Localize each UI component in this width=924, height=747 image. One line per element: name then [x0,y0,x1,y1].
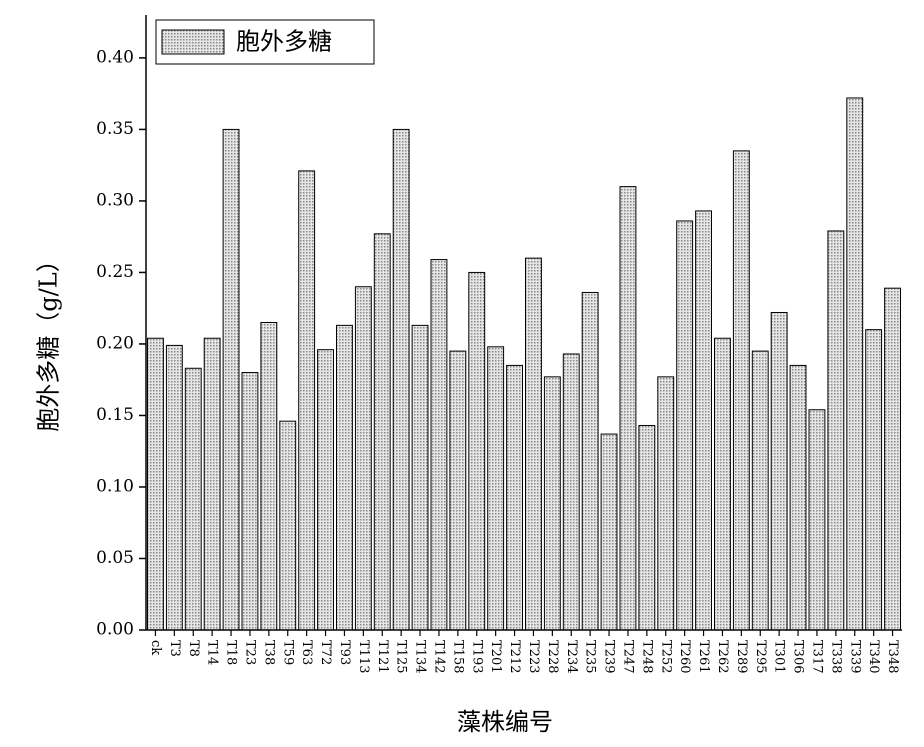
bar [148,338,164,630]
x-tick-label: T306 [791,640,806,673]
bar [261,323,277,631]
x-tick-label: T3 [167,640,182,657]
x-tick-label: T121 [375,640,390,673]
x-tick-label: T59 [280,640,295,665]
bar [582,292,598,630]
bar [393,129,409,630]
x-tick-label: T8 [186,640,201,657]
x-tick-label: T301 [772,640,787,673]
bar [639,425,655,630]
x-tick-label: T125 [394,640,409,673]
bar [790,365,806,630]
bar [733,151,749,630]
bar [885,288,901,630]
chart: 藻株编号 胞外多糖（g/L） 0.00 0.05 0.10 0.15 0.20 0.25 0… [0,0,924,743]
y-tick-label: 0.40 [96,47,134,67]
bar [601,434,617,630]
x-tick-label: T247 [620,640,635,673]
x-tick-label: T113 [356,640,371,673]
x-tick-label: T18 [224,640,239,665]
x-tick-label: T339 [847,640,862,673]
x-tick-label: T63 [299,640,314,665]
bar [299,171,315,630]
bar [223,129,239,630]
bar [658,377,674,630]
x-tick-label: T260 [677,640,692,673]
bar [809,410,825,630]
x-tick-label: T228 [545,640,560,673]
x-tick-label: T212 [507,640,522,673]
bar [696,211,712,630]
x-tick-label: T252 [658,640,673,673]
x-tick-label: T248 [639,640,654,673]
x-tick-label: T142 [431,640,446,673]
x-axis-label: 藻株编号 [457,708,553,736]
x-tick-label: T348 [885,640,900,673]
x-tick-label: ck [148,640,163,655]
bar [280,421,296,630]
bar [166,345,182,630]
x-tick-label: T289 [734,640,749,673]
bar [771,312,787,630]
bar [318,350,334,630]
x-tick-label: T134 [413,640,428,673]
x-tick-label: T158 [450,640,465,673]
y-tick-label: 0.10 [96,476,134,496]
x-tick-label: T93 [337,640,352,665]
bar [620,187,636,630]
x-tick-label: T262 [715,640,730,673]
x-tick-label: T14 [205,640,220,665]
bar [431,260,447,630]
bar [866,330,882,630]
bar [526,258,542,630]
y-tick-label: 0.20 [96,333,134,353]
bar [828,231,844,630]
x-tick-label: T234 [564,640,579,673]
x-tick-label: T340 [866,640,881,673]
bar [544,377,560,630]
bar [847,98,863,630]
x-tick-label: T295 [753,640,768,673]
bar [450,351,466,630]
bar [469,272,485,630]
bar [355,287,371,630]
bar [242,373,258,630]
bar [337,325,353,630]
bar [563,354,579,630]
y-tick-label: 0.05 [96,548,134,568]
x-tick-label: T261 [696,640,711,673]
x-tick-label: T239 [602,640,617,673]
bar [752,351,768,630]
x-tick-label: T72 [318,640,333,665]
bar [715,338,731,630]
bar [374,234,390,630]
x-tick-label: T338 [828,640,843,673]
x-tick-label: T38 [261,640,276,665]
y-tick-label: 0.35 [96,119,134,139]
y-axis-label: 胞外多糖（g/L） [35,248,63,431]
bar [412,325,428,630]
x-tick-label: T235 [583,640,598,673]
bar [507,365,523,630]
y-tick-label: 0.30 [96,190,134,210]
legend-swatch [162,30,224,54]
bar [185,368,201,630]
x-tick-label: T223 [526,640,541,673]
bar [677,221,693,630]
x-tick-label: T317 [809,640,824,673]
y-tick-label: 0.25 [96,262,134,282]
x-tick-label: T201 [488,640,503,673]
y-tick-label: 0.15 [96,405,134,425]
x-tick-label: T193 [469,640,484,673]
x-tick-label: T23 [242,640,257,665]
bar [204,338,220,630]
y-tick-label: 0.00 [96,620,134,640]
legend-label: 胞外多糖 [236,28,332,56]
bar [488,347,504,630]
